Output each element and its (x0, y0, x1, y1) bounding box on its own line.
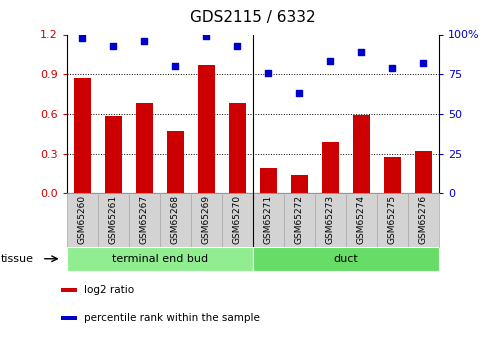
Bar (67, 193, 98, 247)
Bar (321, 141, 339, 193)
Bar (352, 115, 370, 193)
Bar (229, 103, 246, 193)
Text: GSM65276: GSM65276 (419, 195, 428, 245)
Bar (384, 157, 401, 193)
Text: GSM65272: GSM65272 (295, 195, 304, 245)
Bar (61, 316, 76, 320)
Text: GSM65268: GSM65268 (171, 195, 179, 245)
Text: GSM65271: GSM65271 (264, 195, 273, 245)
Bar (61, 288, 76, 292)
Text: GSM65260: GSM65260 (77, 195, 87, 245)
Bar (73, 78, 91, 193)
Bar (129, 193, 160, 247)
Text: GSM65270: GSM65270 (233, 195, 242, 245)
Point (171, 63, 179, 69)
Bar (408, 193, 439, 247)
Text: tissue: tissue (1, 254, 34, 264)
Bar (222, 193, 253, 247)
Bar (346, 193, 377, 247)
Text: GSM65267: GSM65267 (140, 195, 148, 245)
Point (78, 35, 86, 40)
Point (140, 38, 148, 43)
Bar (191, 193, 222, 247)
Point (357, 49, 365, 55)
Bar (67, 247, 252, 271)
Text: log2 ratio: log2 ratio (84, 285, 134, 295)
Bar (415, 151, 432, 193)
Point (202, 33, 210, 39)
Text: GDS2115 / 6332: GDS2115 / 6332 (190, 10, 316, 25)
Point (388, 65, 396, 71)
Bar (105, 117, 122, 193)
Point (420, 60, 427, 66)
Bar (252, 247, 439, 271)
Text: GSM65261: GSM65261 (108, 195, 118, 245)
Bar (377, 193, 408, 247)
Bar (136, 103, 153, 193)
Text: duct: duct (333, 254, 358, 264)
Bar (260, 168, 277, 193)
Point (326, 59, 334, 64)
Point (295, 90, 303, 96)
Text: terminal end bud: terminal end bud (111, 254, 208, 264)
Bar (198, 65, 214, 193)
Text: GSM65269: GSM65269 (202, 195, 211, 245)
Point (264, 70, 272, 75)
Bar (252, 193, 283, 247)
Text: GSM65274: GSM65274 (357, 195, 366, 245)
Bar (315, 193, 346, 247)
Bar (291, 175, 308, 193)
Bar (283, 193, 315, 247)
Bar (98, 193, 129, 247)
Text: percentile rank within the sample: percentile rank within the sample (84, 313, 260, 323)
Text: GSM65275: GSM65275 (387, 195, 397, 245)
Bar (167, 131, 184, 193)
Bar (160, 193, 191, 247)
Text: GSM65273: GSM65273 (326, 195, 335, 245)
Point (233, 43, 241, 48)
Point (109, 43, 117, 48)
